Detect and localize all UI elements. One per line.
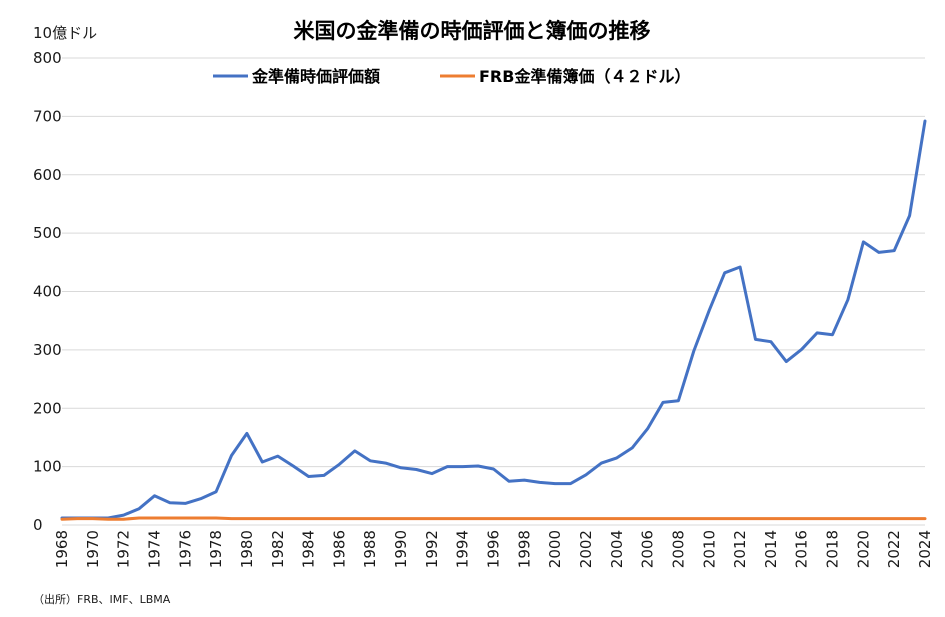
x-tick-label: 2016 xyxy=(793,530,811,568)
y-tick-label: 0 xyxy=(33,516,43,534)
x-tick-label: 1984 xyxy=(300,530,318,568)
series-line-book-value xyxy=(60,516,927,521)
x-tick-label: 1986 xyxy=(330,530,348,568)
gridlines xyxy=(62,57,925,526)
y-tick-label: 800 xyxy=(33,49,62,67)
x-tick-label: 2010 xyxy=(700,530,718,568)
legend-label-book-value: FRB金準備簿価（４２ドル） xyxy=(479,67,690,86)
x-tick-label: 1990 xyxy=(392,530,410,568)
y-tick-label: 700 xyxy=(33,107,62,125)
y-tick-label: 600 xyxy=(33,166,62,184)
source-note: （出所）FRB、IMF、LBMA xyxy=(33,592,171,606)
x-tick-label: 1982 xyxy=(269,530,287,568)
y-axis-ticks: 0 100 200 300 400 500 600 700 800 xyxy=(33,49,62,534)
x-tick-label: 2022 xyxy=(885,530,903,568)
y-tick-label: 100 xyxy=(33,458,62,476)
x-tick-label: 1976 xyxy=(176,530,194,568)
series-line-market-value xyxy=(60,119,927,520)
y-tick-label: 400 xyxy=(33,283,62,301)
legend: 金準備時価評価額 FRB金準備簿価（４２ドル） xyxy=(213,67,690,86)
x-tick-label: 1998 xyxy=(515,530,533,568)
x-tick-label: 1992 xyxy=(423,530,441,568)
x-axis-ticks: 1968 1970 1972 1974 1976 1978 1980 1982 1984 1986… xyxy=(53,530,934,568)
x-tick-label: 1980 xyxy=(238,530,256,568)
x-tick-label: 2012 xyxy=(731,530,749,568)
x-tick-label: 2002 xyxy=(577,530,595,568)
y-axis-unit-label: 10億ドル xyxy=(33,24,97,42)
x-tick-label: 1974 xyxy=(145,530,163,568)
x-tick-label: 2024 xyxy=(916,530,934,568)
x-tick-label: 1988 xyxy=(361,530,379,568)
y-tick-label: 200 xyxy=(33,399,62,417)
x-tick-label: 1972 xyxy=(115,530,133,568)
chart-title: 米国の金準備の時価評価と簿価の推移 xyxy=(294,19,651,43)
series-lines xyxy=(60,119,927,521)
x-tick-label: 2006 xyxy=(639,530,657,568)
y-tick-label: 300 xyxy=(33,341,62,359)
x-tick-label: 2014 xyxy=(762,530,780,568)
x-tick-label: 2020 xyxy=(854,530,872,568)
y-tick-label: 500 xyxy=(33,224,62,242)
x-tick-label: 2008 xyxy=(669,530,687,568)
x-tick-label: 2018 xyxy=(824,530,842,568)
x-tick-label: 2004 xyxy=(608,530,626,568)
x-tick-label: 1978 xyxy=(207,530,225,568)
x-tick-label: 1994 xyxy=(454,530,472,568)
x-tick-label: 1968 xyxy=(53,530,71,568)
legend-label-market-value: 金準備時価評価額 xyxy=(251,67,380,86)
x-tick-label: 2000 xyxy=(546,530,564,568)
x-tick-label: 1970 xyxy=(84,530,102,568)
x-tick-label: 1996 xyxy=(485,530,503,568)
